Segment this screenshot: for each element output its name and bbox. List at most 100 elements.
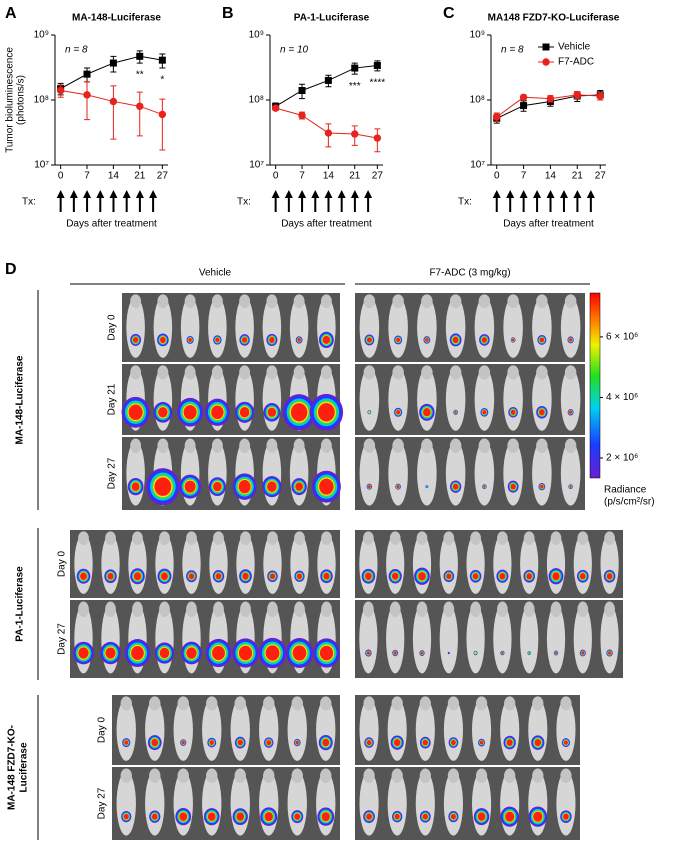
y-tick-label: 10⁸: [470, 95, 485, 106]
mouse-head: [391, 768, 403, 784]
mouse-head: [159, 531, 170, 545]
bioluminescence: [366, 813, 372, 820]
bioluminescence: [179, 812, 188, 821]
bioluminescence: [423, 408, 431, 417]
tx-arrowhead: [311, 190, 320, 198]
bioluminescence: [265, 645, 280, 661]
mouse-head: [240, 531, 251, 545]
tx-arrowhead: [135, 190, 144, 198]
panel-label: B: [222, 5, 234, 22]
data-point: [373, 61, 381, 69]
tx-arrowhead: [109, 190, 118, 198]
mouse-head: [536, 365, 548, 380]
day-label: Day 21: [107, 383, 118, 415]
mouse: [474, 368, 495, 431]
mouse-head: [291, 768, 303, 784]
x-tick-label: 27: [595, 171, 607, 182]
mouse: [532, 441, 552, 506]
bioluminescence: [215, 337, 220, 343]
mouse-head: [184, 294, 196, 309]
mouse-head: [421, 294, 433, 309]
mouse-head: [177, 768, 189, 784]
data-point: [56, 86, 65, 95]
mouse: [503, 368, 523, 431]
mouse-head: [184, 438, 196, 454]
mouse: [387, 771, 407, 836]
x-tick-label: 7: [84, 171, 90, 182]
mouse-head: [560, 768, 572, 784]
bioluminescence: [236, 812, 245, 821]
colorbar-title: (p/s/cm²/sr): [604, 497, 655, 508]
x-axis-label: Days after treatment: [503, 219, 594, 230]
data-point: [373, 134, 382, 142]
bioluminescence: [267, 407, 277, 417]
mouse-head: [211, 438, 223, 454]
bioluminescence: [290, 403, 308, 422]
day-label: Day 27: [107, 457, 118, 489]
tx-arrowhead: [519, 190, 528, 198]
mouse-head: [564, 438, 577, 454]
bioluminescence: [510, 483, 516, 490]
bioluminescence: [184, 480, 196, 493]
data-point: [298, 111, 306, 120]
bioluminescence: [394, 813, 400, 820]
row-label: Luciferase: [19, 742, 30, 792]
panel-label: D: [5, 261, 17, 278]
mouse: [472, 699, 492, 761]
bioluminescence: [450, 813, 456, 820]
data-point: [324, 129, 333, 137]
bioluminescence: [563, 740, 568, 745]
tx-arrowhead: [122, 190, 131, 198]
bioluminescence: [393, 739, 401, 747]
data-point: [158, 110, 167, 119]
error-bar: [110, 85, 117, 140]
day-label: Day 27: [97, 787, 108, 819]
mouse-head: [564, 294, 577, 309]
mouse-head: [507, 365, 519, 380]
data-point: [351, 130, 359, 138]
data-point: [136, 52, 144, 60]
data-point: [136, 102, 144, 110]
tx-label: Tx:: [237, 197, 251, 208]
bioluminescence: [481, 337, 488, 343]
mouse: [116, 699, 136, 761]
significance: ***: [349, 81, 361, 92]
bioluminescence: [181, 740, 185, 745]
significance: ****: [370, 78, 386, 89]
bioluminescence: [425, 485, 428, 488]
mouse: [202, 699, 222, 761]
mouse-head: [321, 601, 332, 618]
data-point: [573, 91, 581, 99]
mouse-head: [320, 768, 332, 784]
mouse: [417, 441, 437, 506]
bioluminescence: [188, 337, 192, 342]
mouse-head: [447, 768, 460, 784]
bioluminescence: [396, 485, 400, 489]
y-axis-label: (photons/s): [16, 75, 27, 125]
bioluminescence: [422, 813, 429, 820]
mouse: [439, 604, 458, 674]
legend-label: F7-ADC: [558, 57, 594, 68]
chart-title: PA-1-Luciferase: [294, 13, 370, 24]
data-point: [351, 64, 359, 72]
mouse-head: [234, 768, 246, 784]
bioluminescence: [294, 813, 301, 820]
mouse-head: [564, 365, 577, 380]
mouse-head: [577, 531, 589, 545]
bioluminescence: [391, 572, 399, 580]
bioluminescence: [161, 572, 168, 581]
bioluminescence: [506, 739, 513, 746]
mouse: [412, 604, 432, 674]
tx-arrowhead: [492, 190, 501, 198]
bioluminescence: [539, 409, 545, 416]
mouse-head: [293, 365, 305, 380]
legend-label: Vehicle: [558, 42, 591, 53]
y-tick-label: 10⁸: [249, 95, 264, 106]
mouse: [560, 297, 581, 358]
mouse-head: [550, 601, 562, 618]
column-header: Vehicle: [199, 268, 232, 279]
bioluminescence: [242, 572, 249, 580]
bioluminescence: [269, 573, 276, 580]
bioluminescence: [552, 572, 560, 581]
